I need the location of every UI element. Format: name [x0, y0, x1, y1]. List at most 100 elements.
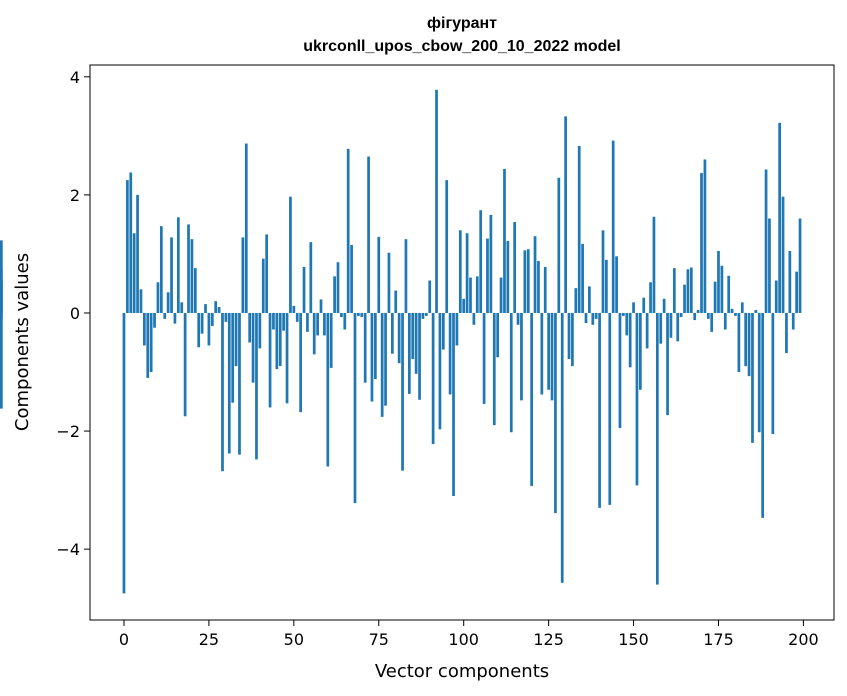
- bar: [183, 312, 187, 417]
- bar: [737, 312, 741, 373]
- bar: [683, 284, 686, 313]
- bar: [499, 277, 503, 313]
- bar: [560, 312, 564, 583]
- bar: [747, 312, 751, 377]
- bar: [584, 312, 588, 324]
- y-axis-label: Components values: [12, 253, 33, 431]
- bar: [550, 312, 554, 401]
- bar: [713, 281, 717, 313]
- bar: [187, 224, 190, 313]
- y-tick-label: 4: [70, 68, 80, 87]
- bar: [768, 218, 771, 313]
- bar: [625, 312, 629, 336]
- bar: [231, 312, 235, 403]
- bar: [526, 249, 530, 313]
- bars-group: [0, 89, 802, 594]
- bar: [700, 173, 703, 313]
- bar: [418, 312, 421, 400]
- bar: [458, 230, 462, 313]
- bar: [421, 312, 425, 319]
- bar: [693, 312, 697, 321]
- y-axis-ticks: −4 −2 0 2 4: [56, 68, 90, 559]
- bar: [554, 312, 557, 514]
- bar: [360, 312, 364, 318]
- bar: [292, 305, 296, 313]
- bar: [353, 312, 357, 504]
- bar: [435, 89, 438, 313]
- bar: [642, 297, 646, 313]
- bar: [153, 312, 156, 328]
- bar: [798, 218, 802, 313]
- bar: [295, 312, 299, 322]
- bar: [774, 280, 778, 313]
- bar: [374, 312, 377, 380]
- bar: [771, 312, 775, 435]
- bar: [448, 312, 452, 395]
- bar: [645, 312, 649, 349]
- bar: [391, 312, 394, 354]
- bar: [302, 266, 306, 313]
- bar: [601, 230, 605, 313]
- bar: [180, 302, 184, 313]
- bar: [611, 140, 615, 313]
- bar: [666, 312, 669, 416]
- bar: [312, 312, 316, 355]
- bar: [727, 275, 731, 313]
- bar: [574, 288, 578, 313]
- bar: [268, 312, 272, 408]
- bar: [244, 143, 248, 313]
- bar: [520, 312, 523, 401]
- bar: [513, 222, 517, 313]
- bar: [0, 312, 3, 409]
- bar: [594, 312, 598, 319]
- bar: [588, 286, 591, 313]
- bar: [795, 271, 798, 313]
- bar: [452, 312, 455, 497]
- bar: [407, 312, 411, 394]
- bar: [577, 145, 581, 313]
- bar: [146, 312, 150, 378]
- bar: [706, 312, 710, 319]
- bar: [472, 312, 476, 325]
- bar: [0, 269, 3, 313]
- bar: [751, 312, 754, 443]
- bar: [340, 312, 343, 318]
- bar: [163, 312, 167, 319]
- bar: [275, 312, 279, 370]
- bar: [734, 312, 737, 316]
- bar: [605, 259, 608, 313]
- bar: [207, 312, 211, 346]
- x-tick-label: 75: [369, 630, 389, 649]
- bar: [655, 312, 659, 585]
- bar: [214, 301, 218, 313]
- bar: [173, 312, 177, 324]
- bar: [221, 312, 224, 472]
- bar: [404, 239, 408, 313]
- bar: [469, 277, 472, 313]
- bar: [523, 250, 527, 313]
- bar: [591, 312, 595, 325]
- x-axis-label: Vector components: [375, 661, 549, 682]
- bar: [740, 302, 744, 313]
- bar: [530, 312, 533, 486]
- bar: [557, 177, 561, 313]
- bar: [428, 280, 432, 313]
- bar: [132, 233, 136, 313]
- bar: [190, 239, 194, 313]
- bar: [323, 312, 326, 336]
- bar: [465, 233, 469, 313]
- bar: [475, 276, 479, 313]
- bar: [306, 312, 309, 332]
- bar: [703, 159, 707, 313]
- bar: [676, 312, 680, 342]
- bar: [785, 312, 788, 354]
- bar: [496, 312, 500, 358]
- bar: [757, 312, 761, 433]
- bar: [686, 269, 690, 313]
- x-tick-label: 100: [448, 630, 479, 649]
- bar: [380, 312, 384, 417]
- bar: [543, 266, 547, 313]
- bar: [744, 312, 748, 367]
- x-tick-label: 175: [703, 630, 734, 649]
